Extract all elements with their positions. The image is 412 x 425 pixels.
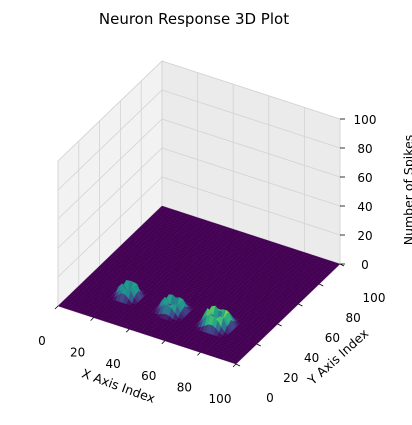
y-tick-mark	[235, 363, 241, 367]
x-tick-mark	[197, 352, 201, 356]
y-tick-label: 60	[325, 331, 340, 345]
x-tick-label: 20	[70, 346, 85, 360]
z-grid-right	[161, 60, 341, 120]
y-tick-label: 0	[266, 391, 274, 405]
z-tick-label: 0	[361, 258, 369, 272]
z-grid-right	[161, 176, 341, 236]
z-grid-right	[161, 89, 341, 149]
y-tick-mark	[277, 323, 282, 327]
y-tick-mark	[298, 303, 303, 307]
z-axis-label: Number of Spikes	[401, 135, 412, 246]
z-grid-left	[57, 147, 163, 249]
surface-plot	[57, 205, 341, 365]
x-tick-label: 80	[177, 380, 192, 394]
z-tick-label: 80	[357, 142, 372, 156]
y-tick-mark	[256, 343, 261, 347]
surface-cell	[232, 360, 239, 365]
y-tick-label: 40	[304, 351, 319, 365]
y-tick-mark	[319, 283, 324, 287]
z-tick-label: 100	[354, 113, 377, 127]
z-grid-left	[57, 60, 163, 162]
x-tick-label: 0	[38, 334, 46, 348]
z-tick-label: 60	[357, 171, 372, 185]
x-tick-mark	[161, 340, 166, 345]
y-tick-label: 20	[283, 371, 298, 385]
z-tick-label: 40	[357, 200, 372, 214]
z-grid-left	[57, 89, 163, 191]
y-tick-label: 100	[363, 291, 386, 305]
x-tick-mark	[54, 305, 59, 310]
z-grid-left	[57, 118, 163, 220]
z-tick-label: 20	[357, 229, 372, 243]
x-tick-label: 40	[106, 357, 121, 371]
x-tick-mark	[232, 363, 237, 368]
z-grid-left	[57, 176, 163, 278]
y-tick-label: 80	[346, 311, 361, 325]
z-grid-right	[161, 147, 341, 207]
x-tick-label: 60	[141, 369, 156, 383]
x-tick-mark	[125, 328, 130, 333]
chart-title: Neuron Response 3D Plot	[99, 10, 289, 28]
x-tick-label: 100	[209, 392, 232, 406]
z-grid-right	[161, 118, 341, 178]
x-tick-mark	[90, 317, 94, 321]
